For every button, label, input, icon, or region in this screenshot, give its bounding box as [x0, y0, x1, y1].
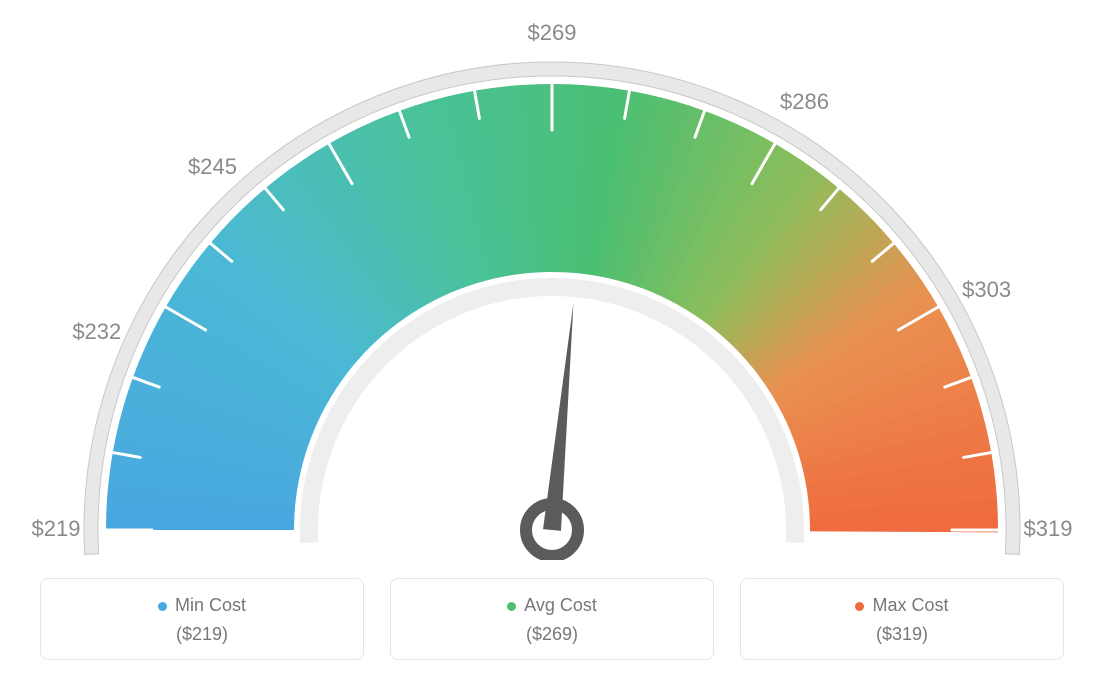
legend-avg-label: Avg Cost: [524, 595, 597, 615]
legend-min-card: Min Cost ($219): [40, 578, 364, 660]
legend-avg-dot: [507, 602, 516, 611]
legend-max-label: Max Cost: [872, 595, 948, 615]
legend-min-label: Min Cost: [175, 595, 246, 615]
gauge-tick-label: $245: [188, 154, 237, 179]
gauge-svg: $219 $232 $245 $269 $286 $303 $319: [0, 0, 1104, 560]
gauge-tick-label: $319: [1024, 516, 1073, 541]
legend-max-title: Max Cost: [741, 595, 1063, 616]
legend-min-title: Min Cost: [41, 595, 363, 616]
legend-avg-card: Avg Cost ($269): [390, 578, 714, 660]
gauge-tick-label: $232: [72, 319, 121, 344]
gauge-chart: $219 $232 $245 $269 $286 $303 $319: [0, 0, 1104, 560]
legend-max-value: ($319): [741, 624, 1063, 645]
legend-min-value: ($219): [41, 624, 363, 645]
legend-max-card: Max Cost ($319): [740, 578, 1064, 660]
legend-avg-value: ($269): [391, 624, 713, 645]
legend-min-dot: [158, 602, 167, 611]
legend-row: Min Cost ($219) Avg Cost ($269) Max Cost…: [40, 578, 1064, 660]
gauge-tick-label: $219: [32, 516, 81, 541]
legend-avg-title: Avg Cost: [391, 595, 713, 616]
gauge-tick-label: $303: [962, 277, 1011, 302]
gauge-tick-label: $286: [780, 89, 829, 114]
legend-max-dot: [855, 602, 864, 611]
gauge-tick-label: $269: [528, 20, 577, 45]
